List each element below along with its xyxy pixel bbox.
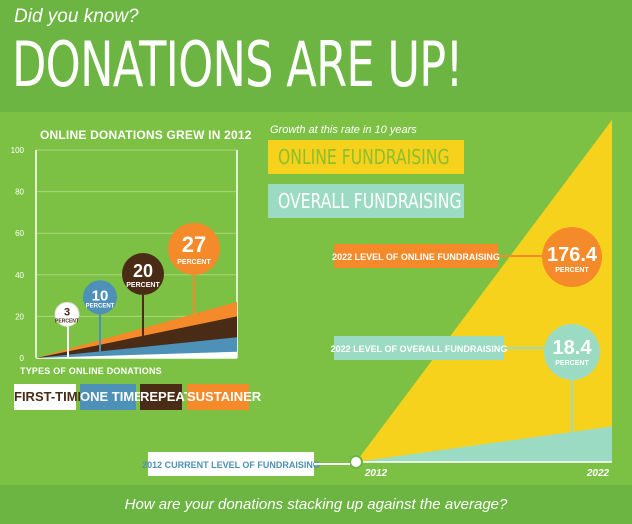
area-online-fundraising <box>356 120 612 462</box>
legend-online-label: ONLINE FUNDRAISING <box>278 145 450 169</box>
annotation-online-box <box>334 244 498 268</box>
kicker-text: Did you know? <box>14 6 139 27</box>
area-first-time <box>36 351 237 358</box>
annotation-online-value: 176.4 <box>547 244 598 266</box>
y-tick-label: 40 <box>15 271 24 280</box>
start-point-marker <box>349 455 363 469</box>
data-label-value: 10 <box>92 287 109 304</box>
y-tick-label: 100 <box>11 146 25 155</box>
area-overall-fundraising <box>356 426 612 462</box>
legend-types-title: TYPES OF ONLINE DONATIONS <box>20 366 162 376</box>
legend-overall-fundraising: OVERALL FUNDRAISING <box>268 184 464 218</box>
data-label-unit: PERCENT <box>86 303 115 309</box>
headline: DONATIONS ARE UP! <box>12 28 463 101</box>
footer-band <box>0 485 632 524</box>
x-tick-label: 2012 <box>364 468 388 479</box>
annotation-online-text: 2022 LEVEL OF ONLINE FUNDRAISING <box>332 252 500 262</box>
callout-circle <box>54 301 80 327</box>
data-label-unit: PERCENT <box>126 282 160 289</box>
annotation-overall-unit: PERCENT <box>555 360 589 367</box>
annotation-current-text: 2012 CURRENT LEVEL OF FUNDRAISING <box>142 460 320 470</box>
annotation-online-circle <box>542 227 602 287</box>
annotation-overall-text: 2022 LEVEL OF OVERALL FUNDRAISING <box>331 344 508 354</box>
growth-subtitle: Growth at this rate in 10 years <box>270 124 417 136</box>
x-tick-label: 2022 <box>586 468 610 479</box>
data-label-value: 20 <box>133 261 153 281</box>
y-tick-label: 80 <box>15 188 24 197</box>
y-tick-label: 20 <box>15 312 24 321</box>
callout-circle <box>168 222 220 275</box>
legend-repeat: REPEAT <box>140 384 192 410</box>
callout-circle <box>83 280 117 315</box>
annotation-overall-circle <box>544 324 600 380</box>
data-label-value: 3 <box>64 306 70 318</box>
legend-sustainer: SUSTAINER <box>187 384 261 410</box>
y-tick-label: 60 <box>15 229 24 238</box>
left-chart-title: ONLINE DONATIONS GREW IN 2012 <box>40 128 252 142</box>
footer-text: How are your donations stacking up again… <box>124 496 508 513</box>
header-band <box>0 0 632 112</box>
callout-circle <box>122 252 164 295</box>
legend-first-time: FIRST-TIME <box>14 384 86 410</box>
data-label-unit: PERCENT <box>177 259 211 266</box>
legend-overall-label: OVERALL FUNDRAISING <box>278 189 462 213</box>
data-label-value: 27 <box>182 232 206 257</box>
legend-one-time: ONE TIME <box>80 384 143 410</box>
annotation-online-unit: PERCENT <box>555 267 589 274</box>
annotation-overall-box <box>334 336 504 360</box>
y-tick-label: 0 <box>20 354 25 363</box>
legend-online-fundraising: ONLINE FUNDRAISING <box>268 140 464 174</box>
annotation-current-box <box>148 452 314 476</box>
area-one-time <box>36 337 237 358</box>
annotation-overall-value: 18.4 <box>553 337 593 359</box>
data-label-unit: PERCENT <box>55 318 79 324</box>
